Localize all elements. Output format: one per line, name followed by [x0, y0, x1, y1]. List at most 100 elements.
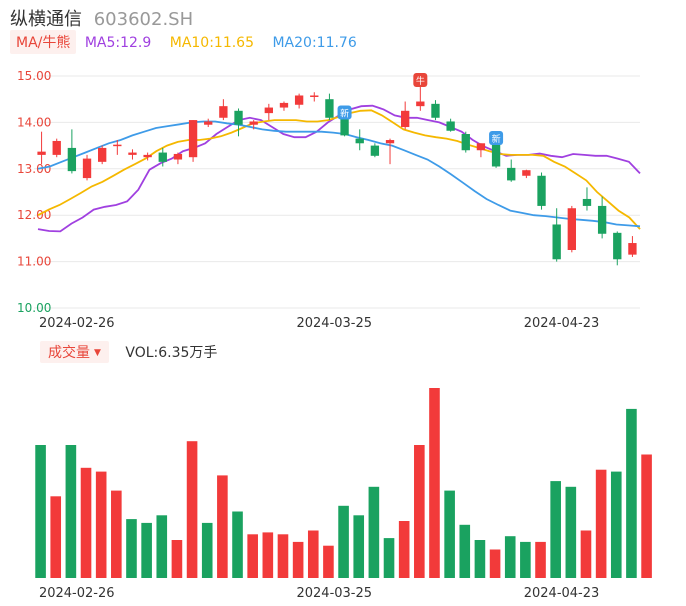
- stock-title: 纵横通信 603602.SH: [10, 5, 193, 31]
- volume-bar: [338, 505, 349, 578]
- volume-bar: [641, 454, 652, 578]
- candle-body: [325, 99, 334, 118]
- ma10-legend: MA10:11.65: [169, 35, 255, 51]
- ma5-legend: MA5:12.9: [84, 35, 152, 51]
- signal-marker-label: 新: [340, 107, 349, 119]
- volume-bar: [610, 471, 622, 578]
- volume-bar: [580, 530, 592, 578]
- volume-bar: [323, 545, 334, 578]
- volume-bar: [368, 486, 380, 578]
- candle-body: [461, 134, 470, 151]
- candle-body: [234, 110, 243, 125]
- signal-marker: [413, 72, 428, 87]
- volume-bar: [307, 530, 319, 578]
- volume-bar: [550, 481, 561, 578]
- volume-bar: [474, 540, 486, 578]
- candle-body: [507, 167, 516, 181]
- candle-body: [476, 143, 486, 151]
- candle-body: [537, 175, 546, 206]
- candle-body: [522, 170, 531, 176]
- ma-line-ma20: [37, 120, 641, 228]
- volume-toggle-label: 成交量: [48, 345, 90, 361]
- y-tick-label: 14.00: [17, 115, 51, 129]
- volume-bar: [111, 490, 122, 578]
- volume-bar: [232, 511, 243, 578]
- candle-body: [552, 224, 561, 260]
- volume-bar: [459, 524, 471, 578]
- candle-body: [52, 140, 61, 155]
- volume-value: VOL:6.35万手: [125, 345, 218, 361]
- candle-body: [613, 232, 622, 260]
- volume-bar: [80, 467, 92, 578]
- y-tick-label: 10.00: [17, 301, 51, 315]
- volume-bar: [535, 541, 546, 578]
- volume-bar: [626, 408, 637, 578]
- volume-toggle-button[interactable]: 成交量 ▼: [40, 341, 109, 363]
- volume-bar: [565, 486, 577, 578]
- candle-body: [310, 95, 319, 97]
- candle-body: [264, 107, 273, 114]
- volume-bar: [186, 441, 198, 578]
- volume-bar: [444, 490, 455, 578]
- y-tick-label: 12.00: [17, 208, 51, 222]
- candle-body: [340, 117, 349, 136]
- volume-bar: [277, 534, 289, 578]
- candle-body: [567, 208, 576, 250]
- volume-bar: [141, 522, 152, 578]
- candle-body: [385, 140, 395, 144]
- candle-body: [582, 198, 592, 206]
- volume-bar: [504, 536, 516, 578]
- candle-body: [431, 103, 440, 118]
- ma20-legend: MA20:11.76: [272, 35, 357, 51]
- x-tick-label: 2024-03-25: [296, 316, 372, 331]
- candle-body: [401, 110, 410, 128]
- candle-body: [37, 151, 46, 155]
- candle-body: [82, 158, 92, 179]
- ma-toggle-button[interactable]: MA/牛熊: [10, 30, 77, 54]
- volume-bar: [65, 445, 77, 578]
- candle-body: [294, 95, 304, 105]
- ma-legend: MA/牛熊 MA5:12.9 MA10:11.65 MA20:11.76: [10, 30, 367, 54]
- volume-bar: [429, 388, 440, 578]
- signal-marker: [489, 130, 504, 145]
- y-tick-label: 15.00: [17, 69, 51, 83]
- volume-bar: [353, 515, 365, 578]
- candle-body: [628, 243, 637, 255]
- candle-body: [98, 147, 107, 162]
- volume-bar: [126, 519, 137, 578]
- volume-bar: [595, 469, 607, 578]
- volume-bar: [292, 541, 304, 578]
- volume-bar: [217, 475, 228, 578]
- candle-body: [279, 102, 289, 108]
- candle-body: [491, 143, 501, 167]
- volume-bar: [171, 540, 183, 578]
- candle-body: [597, 205, 607, 234]
- volume-bar: [383, 538, 395, 578]
- candle-body: [173, 153, 183, 160]
- x-tick-label: 2024-04-23: [524, 586, 600, 601]
- x-tick-label: 2024-04-23: [524, 316, 600, 331]
- volume-bar: [50, 496, 62, 578]
- signal-marker: [337, 105, 352, 120]
- candle-body: [158, 152, 167, 162]
- stock-name: 纵横通信: [10, 9, 82, 30]
- x-tick-label: 2024-02-26: [39, 316, 115, 331]
- volume-bar: [95, 471, 107, 578]
- y-tick-label: 11.00: [17, 255, 51, 269]
- volume-bar: [398, 521, 410, 578]
- volume-bar: [414, 445, 425, 578]
- candle-body: [204, 121, 213, 125]
- candle-body: [249, 121, 258, 125]
- volume-bar: [262, 532, 274, 578]
- volume-bar: [35, 445, 46, 578]
- volume-bar: [201, 522, 213, 578]
- stock-code: 603602.SH: [93, 9, 194, 30]
- caret-down-icon: ▼: [94, 348, 101, 358]
- signal-marker-label: 新: [492, 133, 501, 145]
- volume-bar: [489, 549, 501, 578]
- candle-body: [143, 154, 152, 158]
- candle-body: [128, 152, 137, 155]
- candle-body: [416, 101, 425, 107]
- ma-line-ma10: [37, 109, 641, 230]
